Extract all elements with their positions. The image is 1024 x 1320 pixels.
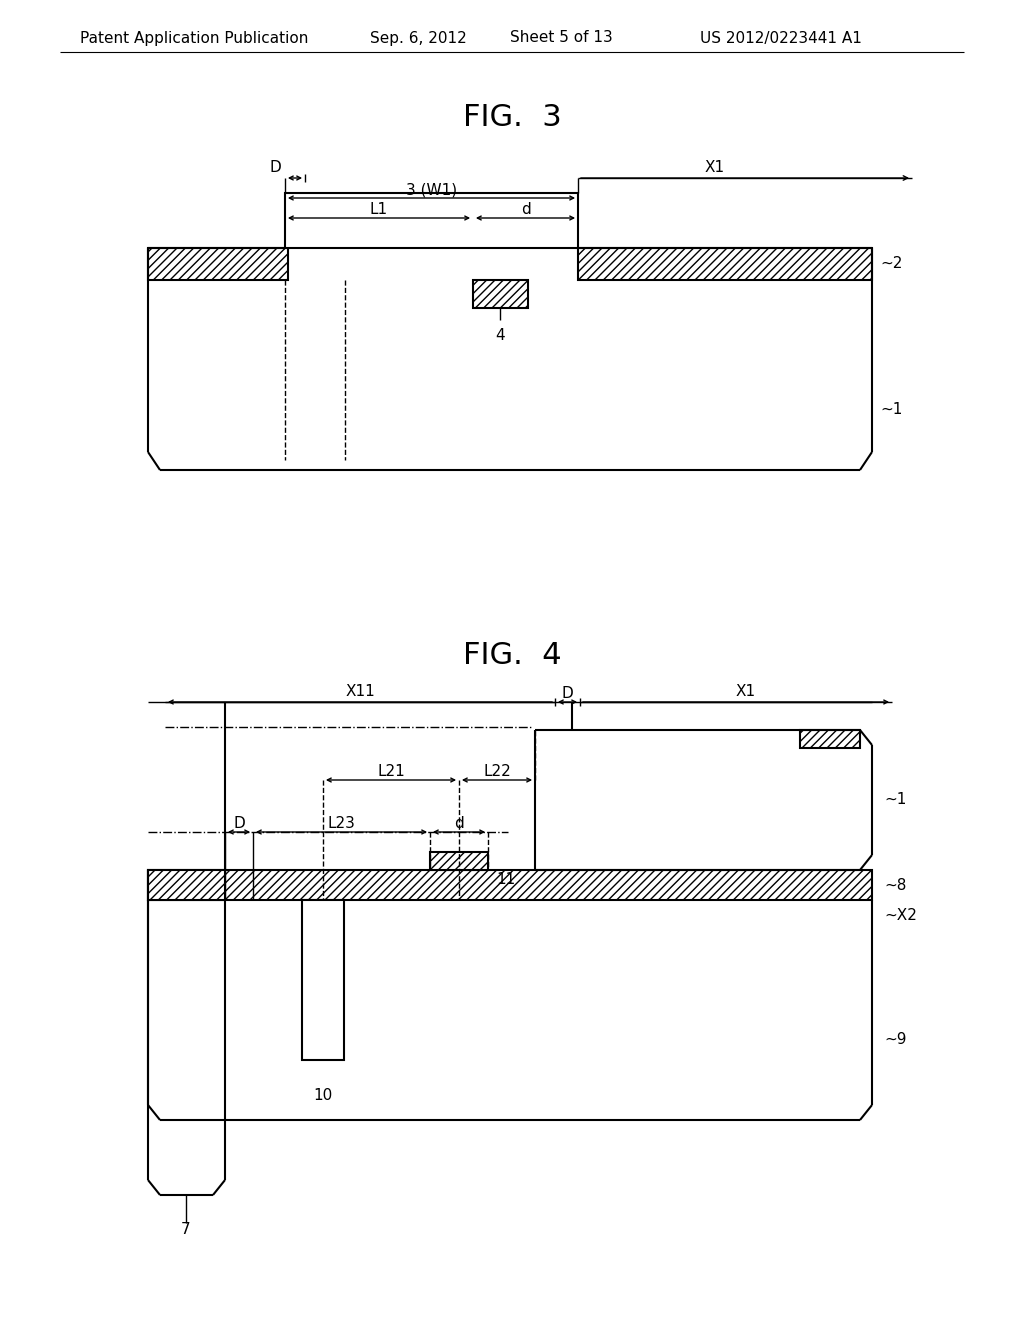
Text: ~8: ~8 [884, 878, 906, 892]
Text: 10: 10 [313, 1088, 333, 1102]
Text: 3 (W1): 3 (W1) [406, 182, 457, 198]
Text: L21: L21 [377, 764, 404, 780]
Text: Sep. 6, 2012: Sep. 6, 2012 [370, 30, 467, 45]
Bar [473, 280, 528, 308]
Bar [430, 851, 488, 870]
Text: ~X2: ~X2 [884, 908, 916, 923]
Text: X11: X11 [345, 685, 375, 700]
Text: ~2: ~2 [880, 256, 902, 272]
Text: FIG.  3: FIG. 3 [463, 103, 561, 132]
Bar [148, 870, 225, 900]
Bar [148, 870, 872, 900]
Text: d: d [520, 202, 530, 218]
Text: L22: L22 [483, 764, 511, 780]
Text: 11: 11 [496, 871, 515, 887]
Text: Sheet 5 of 13: Sheet 5 of 13 [510, 30, 612, 45]
Bar [148, 248, 288, 280]
Bar [285, 193, 578, 248]
Text: ~1: ~1 [880, 403, 902, 417]
Text: D: D [269, 161, 281, 176]
Text: 4: 4 [496, 327, 505, 343]
Text: D: D [561, 686, 573, 701]
Text: ~9: ~9 [884, 1032, 906, 1048]
Text: US 2012/0223441 A1: US 2012/0223441 A1 [700, 30, 862, 45]
Text: FIG.  4: FIG. 4 [463, 640, 561, 669]
Text: ~1: ~1 [884, 792, 906, 808]
Text: 7: 7 [181, 1222, 190, 1238]
Text: L23: L23 [328, 817, 355, 832]
Text: X1: X1 [705, 161, 725, 176]
Text: d: d [454, 817, 464, 832]
Bar [800, 730, 860, 748]
Bar [302, 900, 344, 1060]
Text: Patent Application Publication: Patent Application Publication [80, 30, 308, 45]
Text: X1: X1 [736, 685, 756, 700]
Text: D: D [233, 817, 245, 832]
Bar [578, 248, 872, 280]
Text: L1: L1 [370, 202, 388, 218]
